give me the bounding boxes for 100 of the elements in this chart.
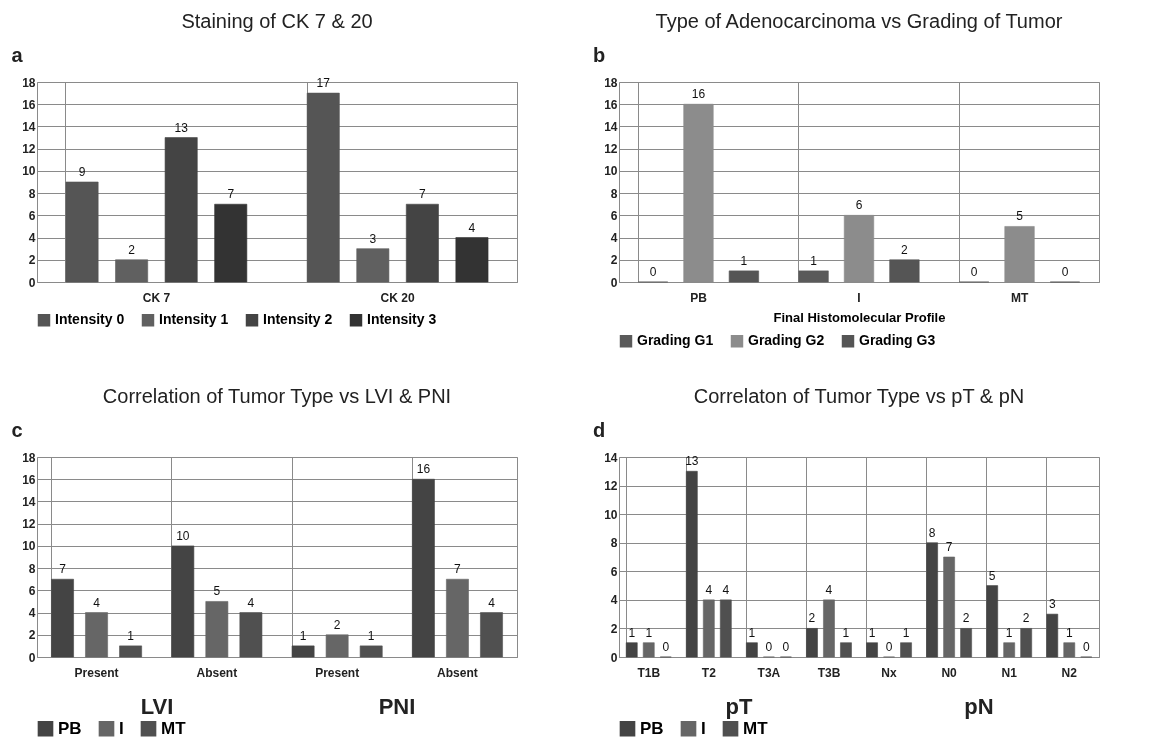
y-tick-label: 10 (22, 164, 36, 179)
y-tick-label: 4 (28, 231, 36, 246)
data-label: 1 (367, 628, 375, 643)
x-tick-label: N2 (1061, 665, 1078, 680)
data-label: 0 (782, 640, 790, 654)
y-tick-label: 6 (610, 208, 618, 223)
y-tick-label: 6 (28, 208, 36, 223)
data-label: 16 (416, 462, 431, 477)
y-tick-label: 6 (28, 583, 36, 598)
legend-label: I (119, 718, 124, 738)
y-tick-label: 2 (610, 621, 618, 636)
x-tick-label: CK 7 (142, 290, 171, 305)
data-label: 1 (1065, 625, 1073, 640)
data-label: 1 (740, 253, 748, 268)
text: LVI (140, 694, 174, 719)
y-tick-label: 0 (610, 275, 618, 290)
data-label: 7 (227, 187, 235, 202)
data-label: 1 (902, 625, 910, 640)
y-tick-label: 2 (28, 628, 36, 643)
y-tick-label: 10 (22, 539, 36, 554)
x-tick-label: T3A (757, 665, 781, 680)
data-label: 1 (628, 625, 636, 640)
data-label: 8 (928, 525, 936, 540)
data-label: 0 (765, 640, 773, 654)
y-tick-label: 12 (22, 517, 36, 532)
data-label: 4 (488, 595, 496, 610)
x-tick-label: T1B (637, 665, 661, 680)
legend-label: Grading G1 (637, 332, 714, 349)
x-tick-label: N1 (1001, 665, 1018, 680)
y-tick-label: 0 (28, 275, 36, 290)
x-tick-label: N0 (941, 665, 958, 680)
y-tick-label: 12 (604, 142, 618, 157)
data-label: 2 (808, 611, 816, 626)
y-tick-label: 16 (22, 472, 36, 487)
data-label: 0 (1061, 265, 1069, 279)
data-label: 2 (1022, 611, 1030, 626)
x-tick-label: I (857, 290, 861, 305)
y-tick-label: 12 (604, 479, 618, 494)
y-tick-label: 16 (604, 97, 618, 112)
y-tick-label: 14 (22, 119, 36, 134)
text: d (592, 419, 606, 441)
data-label: 1 (299, 628, 307, 643)
x-axis-title: Final Histomolecular Profile (773, 309, 946, 325)
x-tick-label: MT (1010, 290, 1029, 305)
data-label: 1 (842, 625, 850, 640)
data-label: 5 (213, 584, 221, 599)
legend-label: MT (743, 718, 769, 738)
data-label: 13 (685, 454, 699, 469)
data-label: 9 (78, 165, 86, 179)
chart-title: Staining of CK 7 & 20 (181, 10, 373, 32)
data-label: 1 (810, 253, 818, 268)
data-label: 10 (176, 528, 190, 543)
data-label: 3 (1048, 597, 1056, 612)
y-tick-label: 2 (610, 253, 618, 268)
x-tick-label: Absent (437, 665, 478, 680)
y-tick-label: 8 (28, 561, 36, 576)
data-label: 5 (988, 568, 996, 583)
legend-label: Intensity 3 (367, 311, 437, 328)
data-label: 2 (962, 611, 970, 626)
legend-label: MT (161, 718, 187, 738)
data-label: 0 (970, 265, 978, 279)
data-label: 13 (174, 120, 189, 135)
y-tick-label: 6 (610, 564, 618, 579)
y-tick-label: 14 (22, 494, 36, 509)
data-label: 0 (1082, 640, 1090, 654)
y-tick-label: 18 (22, 450, 36, 465)
data-label: 4 (93, 595, 101, 610)
data-label: 1 (1005, 625, 1013, 640)
data-label: 7 (945, 540, 953, 554)
legend-label: Grading G2 (748, 332, 825, 349)
y-tick-label: 14 (604, 450, 618, 465)
chart-title: Type of Adenocarcinoma vs Grading of Tumor (655, 10, 1063, 32)
y-tick-label: 4 (610, 231, 618, 246)
y-tick-label: 4 (610, 593, 618, 608)
y-tick-label: 8 (28, 186, 36, 201)
data-label: 1 (868, 625, 876, 640)
data-label: 1 (645, 625, 653, 640)
data-label: 2 (901, 242, 909, 257)
x-tick-label: Present (315, 665, 360, 680)
data-label: 3 (369, 231, 377, 246)
y-tick-label: 18 (22, 75, 36, 90)
y-tick-label: 0 (610, 650, 618, 665)
x-tick-label: T3B (817, 665, 841, 680)
data-label: 4 (247, 595, 255, 610)
legend-label: Intensity 1 (159, 311, 229, 328)
data-label: 1 (127, 628, 135, 643)
x-tick-label: CK 20 (380, 290, 415, 305)
text: c (11, 419, 23, 441)
x-tick-label: Present (74, 665, 119, 680)
y-tick-label: 4 (28, 606, 36, 621)
y-tick-label: 8 (610, 536, 618, 551)
data-label: 2 (333, 617, 341, 632)
y-tick-label: 18 (604, 75, 618, 90)
legend-label: PB (58, 718, 82, 738)
data-label: 7 (419, 187, 427, 202)
x-tick-label: PB (690, 290, 708, 305)
data-label: 1 (748, 625, 756, 640)
x-tick-label: Absent (196, 665, 238, 680)
y-tick-label: 14 (604, 119, 618, 134)
data-label: 0 (662, 640, 670, 654)
